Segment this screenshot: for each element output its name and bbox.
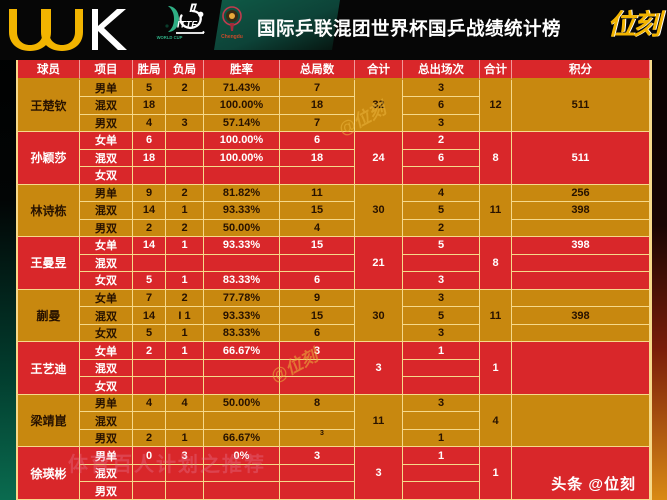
- svg-text:Chengdu: Chengdu: [221, 34, 243, 40]
- svg-text:国际乒联混团世界杯国乒战绩统计榜: 国际乒联混团世界杯国乒战绩统计榜: [257, 18, 561, 39]
- svg-text:WORLD CUP: WORLD CUP: [157, 35, 183, 40]
- svg-text:ITTF: ITTF: [177, 20, 197, 31]
